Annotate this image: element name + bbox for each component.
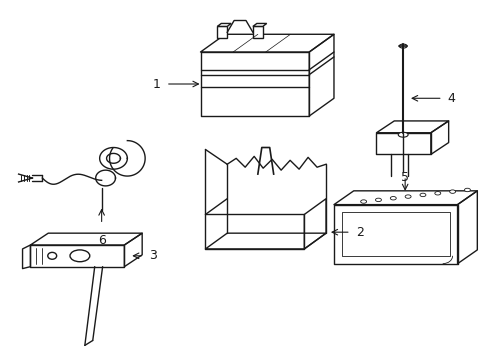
Polygon shape [252, 23, 266, 26]
Text: 6: 6 [98, 234, 105, 247]
Ellipse shape [397, 132, 407, 137]
Bar [217, 26, 227, 38]
Ellipse shape [398, 44, 407, 48]
Ellipse shape [464, 188, 469, 192]
Ellipse shape [360, 200, 366, 203]
Polygon shape [217, 23, 231, 26]
Text: 2: 2 [355, 226, 363, 239]
Ellipse shape [434, 192, 440, 195]
Ellipse shape [389, 197, 395, 200]
Bar [252, 26, 262, 38]
Ellipse shape [419, 193, 425, 197]
Text: 5: 5 [400, 171, 408, 184]
Text: 3: 3 [149, 249, 157, 262]
Text: 4: 4 [447, 92, 455, 105]
Ellipse shape [449, 190, 455, 193]
Ellipse shape [405, 195, 410, 198]
Text: 1: 1 [153, 77, 161, 90]
Ellipse shape [375, 198, 381, 202]
